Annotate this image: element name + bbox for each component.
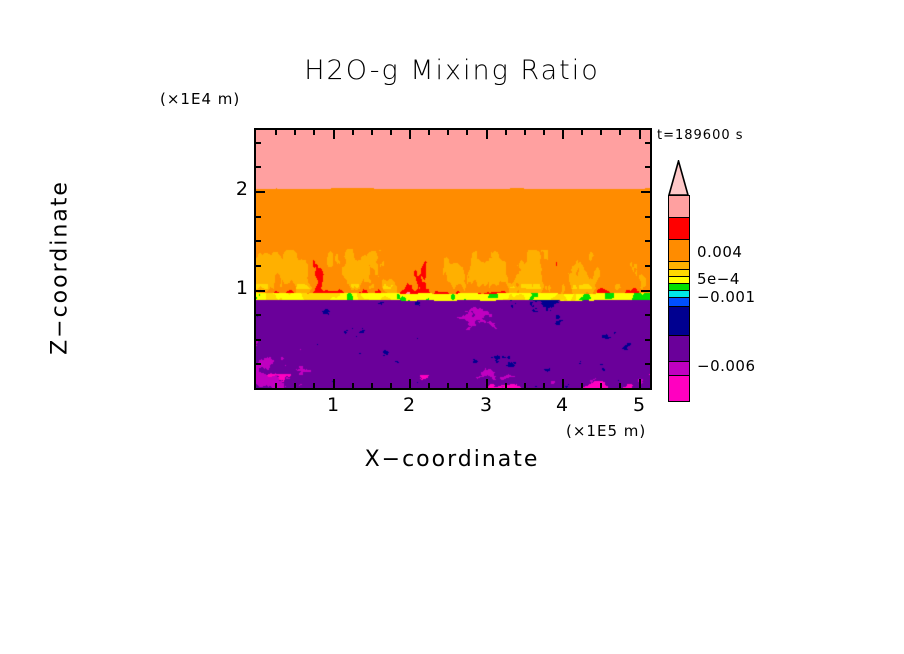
x-tick-label: 2 xyxy=(402,394,416,416)
y-minor-tick-right xyxy=(645,142,650,144)
y-tick-label: 1 xyxy=(235,277,248,299)
x-minor-tick-top xyxy=(466,130,468,135)
y-minor-tick xyxy=(256,339,261,341)
y-minor-tick xyxy=(256,166,261,168)
colorbar-band xyxy=(669,196,689,218)
x-axis-unit-label: (×1E5 m) xyxy=(566,422,647,440)
colorbar-band xyxy=(669,277,689,284)
y-minor-tick-right xyxy=(645,314,650,316)
heatmap-field xyxy=(256,130,650,388)
x-minor-tick xyxy=(619,383,621,388)
x-minor-tick-top xyxy=(390,130,392,135)
x-major-tick xyxy=(409,379,411,388)
x-minor-tick xyxy=(275,383,277,388)
x-minor-tick xyxy=(600,383,602,388)
timestamp-label: t=189600 s xyxy=(657,128,744,143)
x-major-tick xyxy=(639,379,641,388)
x-minor-tick xyxy=(466,383,468,388)
y-minor-tick-right xyxy=(645,363,650,365)
y-tick-label: 2 xyxy=(235,178,248,200)
y-minor-tick xyxy=(256,240,261,242)
x-minor-tick-top xyxy=(275,130,277,135)
y-minor-tick-right xyxy=(645,240,650,242)
x-tick-label: 5 xyxy=(632,394,646,416)
x-minor-tick xyxy=(581,383,583,388)
x-major-tick xyxy=(333,379,335,388)
colorbar-band xyxy=(669,270,689,277)
x-minor-tick-top xyxy=(371,130,373,135)
colorbar-arrow-icon xyxy=(667,160,690,196)
y-axis-unit-label: (×1E4 m) xyxy=(160,90,241,108)
x-tick-label: 1 xyxy=(326,394,340,416)
x-minor-tick-top xyxy=(352,130,354,135)
colorbar-band xyxy=(669,336,689,362)
colorbar-tick-label: −0.006 xyxy=(697,357,756,375)
y-major-tick-right xyxy=(641,290,650,292)
x-minor-tick-top xyxy=(447,130,449,135)
y-major-tick xyxy=(256,290,265,292)
x-minor-tick xyxy=(505,383,507,388)
y-minor-tick xyxy=(256,265,261,267)
colorbar-band xyxy=(669,362,689,376)
x-minor-tick-top xyxy=(543,130,545,135)
x-minor-tick xyxy=(524,383,526,388)
x-minor-tick-top xyxy=(524,130,526,135)
y-minor-tick-right xyxy=(645,216,650,218)
page-title: H2O-g Mixing Ratio xyxy=(304,55,600,86)
y-minor-tick xyxy=(256,142,261,144)
colorbar-band xyxy=(669,307,689,336)
x-minor-tick xyxy=(371,383,373,388)
y-minor-tick-right xyxy=(645,166,650,168)
x-minor-tick-top xyxy=(581,130,583,135)
x-minor-tick xyxy=(543,383,545,388)
x-tick-label: 3 xyxy=(479,394,493,416)
colorbar[interactable] xyxy=(668,195,690,402)
x-minor-tick xyxy=(428,383,430,388)
colorbar-band xyxy=(669,291,689,298)
x-minor-tick-top xyxy=(600,130,602,135)
x-axis-title: X−coordinate xyxy=(364,447,540,472)
x-minor-tick-top xyxy=(313,130,315,135)
y-major-tick xyxy=(256,191,265,193)
colorbar-band xyxy=(669,240,689,262)
x-major-tick-top xyxy=(562,130,564,139)
x-minor-tick xyxy=(352,383,354,388)
x-major-tick xyxy=(486,379,488,388)
x-major-tick xyxy=(562,379,564,388)
y-minor-tick-right xyxy=(645,265,650,267)
x-minor-tick-top xyxy=(505,130,507,135)
x-minor-tick xyxy=(390,383,392,388)
x-minor-tick-top xyxy=(619,130,621,135)
colorbar-tick-label: −0.001 xyxy=(697,288,756,306)
y-minor-tick xyxy=(256,216,261,218)
colorbar-tick-label: 5e−4 xyxy=(697,270,740,288)
x-minor-tick xyxy=(447,383,449,388)
colorbar-band xyxy=(669,262,689,270)
x-major-tick-top xyxy=(486,130,488,139)
colorbar-band xyxy=(669,298,689,307)
x-minor-tick-top xyxy=(294,130,296,135)
y-axis-title: Z−coordinate xyxy=(47,180,73,355)
colorbar-band xyxy=(669,376,689,401)
x-minor-tick-top xyxy=(428,130,430,135)
y-minor-tick xyxy=(256,363,261,365)
colorbar-band xyxy=(669,218,689,240)
y-major-tick-right xyxy=(641,191,650,193)
x-major-tick-top xyxy=(639,130,641,139)
x-minor-tick xyxy=(313,383,315,388)
x-major-tick-top xyxy=(409,130,411,139)
colorbar-tick-label: 0.004 xyxy=(697,243,743,261)
colorbar-band xyxy=(669,284,689,291)
plot-area xyxy=(254,128,652,390)
y-minor-tick xyxy=(256,314,261,316)
y-minor-tick-right xyxy=(645,339,650,341)
x-minor-tick xyxy=(294,383,296,388)
x-tick-label: 4 xyxy=(555,394,569,416)
x-major-tick-top xyxy=(333,130,335,139)
